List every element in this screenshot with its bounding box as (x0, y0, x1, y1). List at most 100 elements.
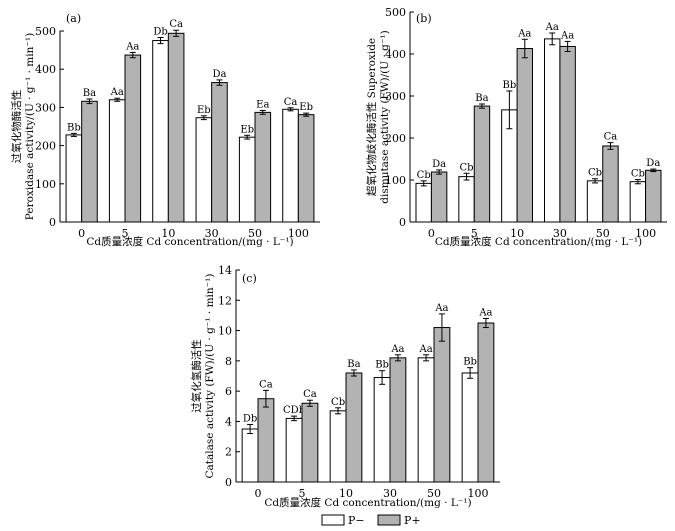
significance-label: Ba (83, 88, 96, 99)
significance-label: Eb (299, 102, 313, 113)
significance-label: Ca (604, 132, 618, 143)
x-tick-label: 10 (339, 487, 353, 500)
y-tick-label: 12 (218, 294, 232, 307)
y-tick-label: 0 (399, 216, 406, 229)
y-axis-title-line: dismutase activity (FW)/(U · g⁻¹) (379, 30, 391, 203)
panel-label: (a) (66, 12, 81, 25)
y-tick-label: 10 (218, 325, 232, 338)
significance-label: Ea (256, 99, 269, 110)
y-tick-label: 100 (385, 174, 406, 187)
significance-label: Aa (478, 307, 492, 318)
y-tick-label: 8 (225, 355, 232, 368)
y-axis-title-line: Catalase activity (FW)/(U · g⁻¹ · min⁻¹) (204, 273, 216, 478)
x-tick-label: 100 (288, 227, 309, 240)
y-tick-label: 2 (225, 446, 232, 459)
y-tick-label: 4 (225, 415, 232, 428)
y-axis-title-line: 过氧化氢酶活性 (190, 339, 203, 413)
significance-label: Cb (417, 170, 431, 181)
y-tick-label: 0 (49, 216, 56, 229)
significance-label: Bb (502, 80, 516, 91)
bar-p-plus (645, 169, 662, 223)
significance-label: Eb (197, 105, 211, 116)
significance-label: CDb (283, 405, 305, 416)
bar-p-plus (389, 357, 407, 483)
significance-label: Da (212, 69, 226, 80)
y-tick-label: 6 (225, 385, 232, 398)
bar-p-plus (559, 45, 576, 223)
significance-label: Da (646, 158, 660, 169)
bar-p-minus (417, 357, 435, 483)
y-axis-title-line: 过氧化物酶活性 (10, 90, 23, 164)
significance-label: Ca (259, 379, 273, 390)
significance-label: Aa (560, 30, 574, 41)
significance-label: Ca (284, 97, 298, 108)
x-tick-label: 30 (205, 227, 219, 240)
bar-p-plus (81, 100, 98, 223)
x-tick-label: 100 (468, 487, 489, 500)
x-tick-label: 0 (428, 227, 435, 240)
significance-label: Aa (434, 303, 448, 314)
significance-label: Db (153, 26, 167, 37)
significance-label: Aa (125, 41, 139, 52)
x-tick-label: 50 (427, 487, 441, 500)
y-axis-title-line: Peroxidase activity/(U · g⁻¹ · min⁻¹) (24, 33, 36, 220)
x-tick-label: 50 (248, 227, 262, 240)
x-axis-title: Cd质量浓度 Cd concentration/(mg · L⁻¹) (86, 235, 293, 248)
y-tick-label: 400 (35, 63, 56, 76)
bar-p-plus (516, 48, 534, 223)
significance-label: Aa (545, 22, 559, 33)
bar-p-minus (329, 410, 347, 483)
legend: P− P+ (321, 514, 421, 527)
y-tick-label: 14 (218, 264, 232, 277)
bar-p-plus (211, 82, 228, 223)
bar-p-minus (415, 182, 432, 223)
bar-p-plus (167, 32, 185, 223)
y-tick-label: 200 (35, 140, 56, 153)
bar-p-minus (629, 181, 647, 223)
x-tick-label: 0 (255, 487, 262, 500)
x-axis-title: Cd质量浓度 Cd concentration/(mg · L⁻¹) (264, 496, 471, 509)
y-tick-label: 300 (385, 90, 406, 103)
x-tick-label: 10 (510, 227, 524, 240)
x-tick-label: 5 (471, 227, 478, 240)
legend-label-p-minus: P− (348, 514, 365, 527)
y-tick-label: 400 (385, 48, 406, 61)
x-tick-label: 5 (299, 487, 306, 500)
significance-label: Bb (67, 122, 81, 133)
y-tick-label: 500 (385, 6, 406, 19)
bar-p-plus (124, 54, 142, 223)
x-tick-label: 30 (383, 487, 397, 500)
significance-label: Ba (347, 359, 360, 370)
bar-p-plus (297, 114, 315, 223)
chart-superoxide-dismutase: 01002003004005000CbDa5CbBa10BbAa30AaAa50… (365, 6, 667, 248)
x-tick-label: 5 (122, 227, 129, 240)
x-tick-label: 50 (596, 227, 610, 240)
x-tick-label: 30 (553, 227, 567, 240)
bar-p-plus (345, 372, 363, 483)
chart-catalase: 024681012140DbCa5CDbCa10CbBa30BbAa50AaAa… (190, 264, 500, 509)
bar-p-minus (282, 108, 299, 223)
bar-p-plus (433, 327, 451, 483)
panel-label: (c) (242, 272, 257, 285)
bar-p-plus (257, 398, 275, 483)
significance-label: Eb (240, 124, 254, 135)
significance-label: Db (243, 413, 257, 424)
bar-p-minus (458, 176, 475, 223)
legend-swatch-p-minus (321, 514, 345, 526)
bar-p-minus (195, 117, 213, 223)
significance-label: Bb (375, 360, 389, 371)
bar-p-minus (238, 136, 256, 223)
x-tick-label: 0 (78, 227, 85, 240)
significance-label: Bb (463, 357, 477, 368)
significance-label: Aa (418, 344, 432, 355)
significance-label: Ba (475, 93, 488, 104)
bar-p-plus (477, 322, 495, 483)
y-tick-label: 100 (35, 178, 56, 191)
bar-p-minus (241, 428, 259, 483)
significance-label: Cb (331, 397, 345, 408)
x-tick-label: 10 (161, 227, 175, 240)
significance-label: Aa (110, 87, 124, 98)
bar-p-plus (301, 402, 319, 483)
bar-p-plus (602, 145, 619, 223)
bar-p-minus (543, 38, 561, 223)
